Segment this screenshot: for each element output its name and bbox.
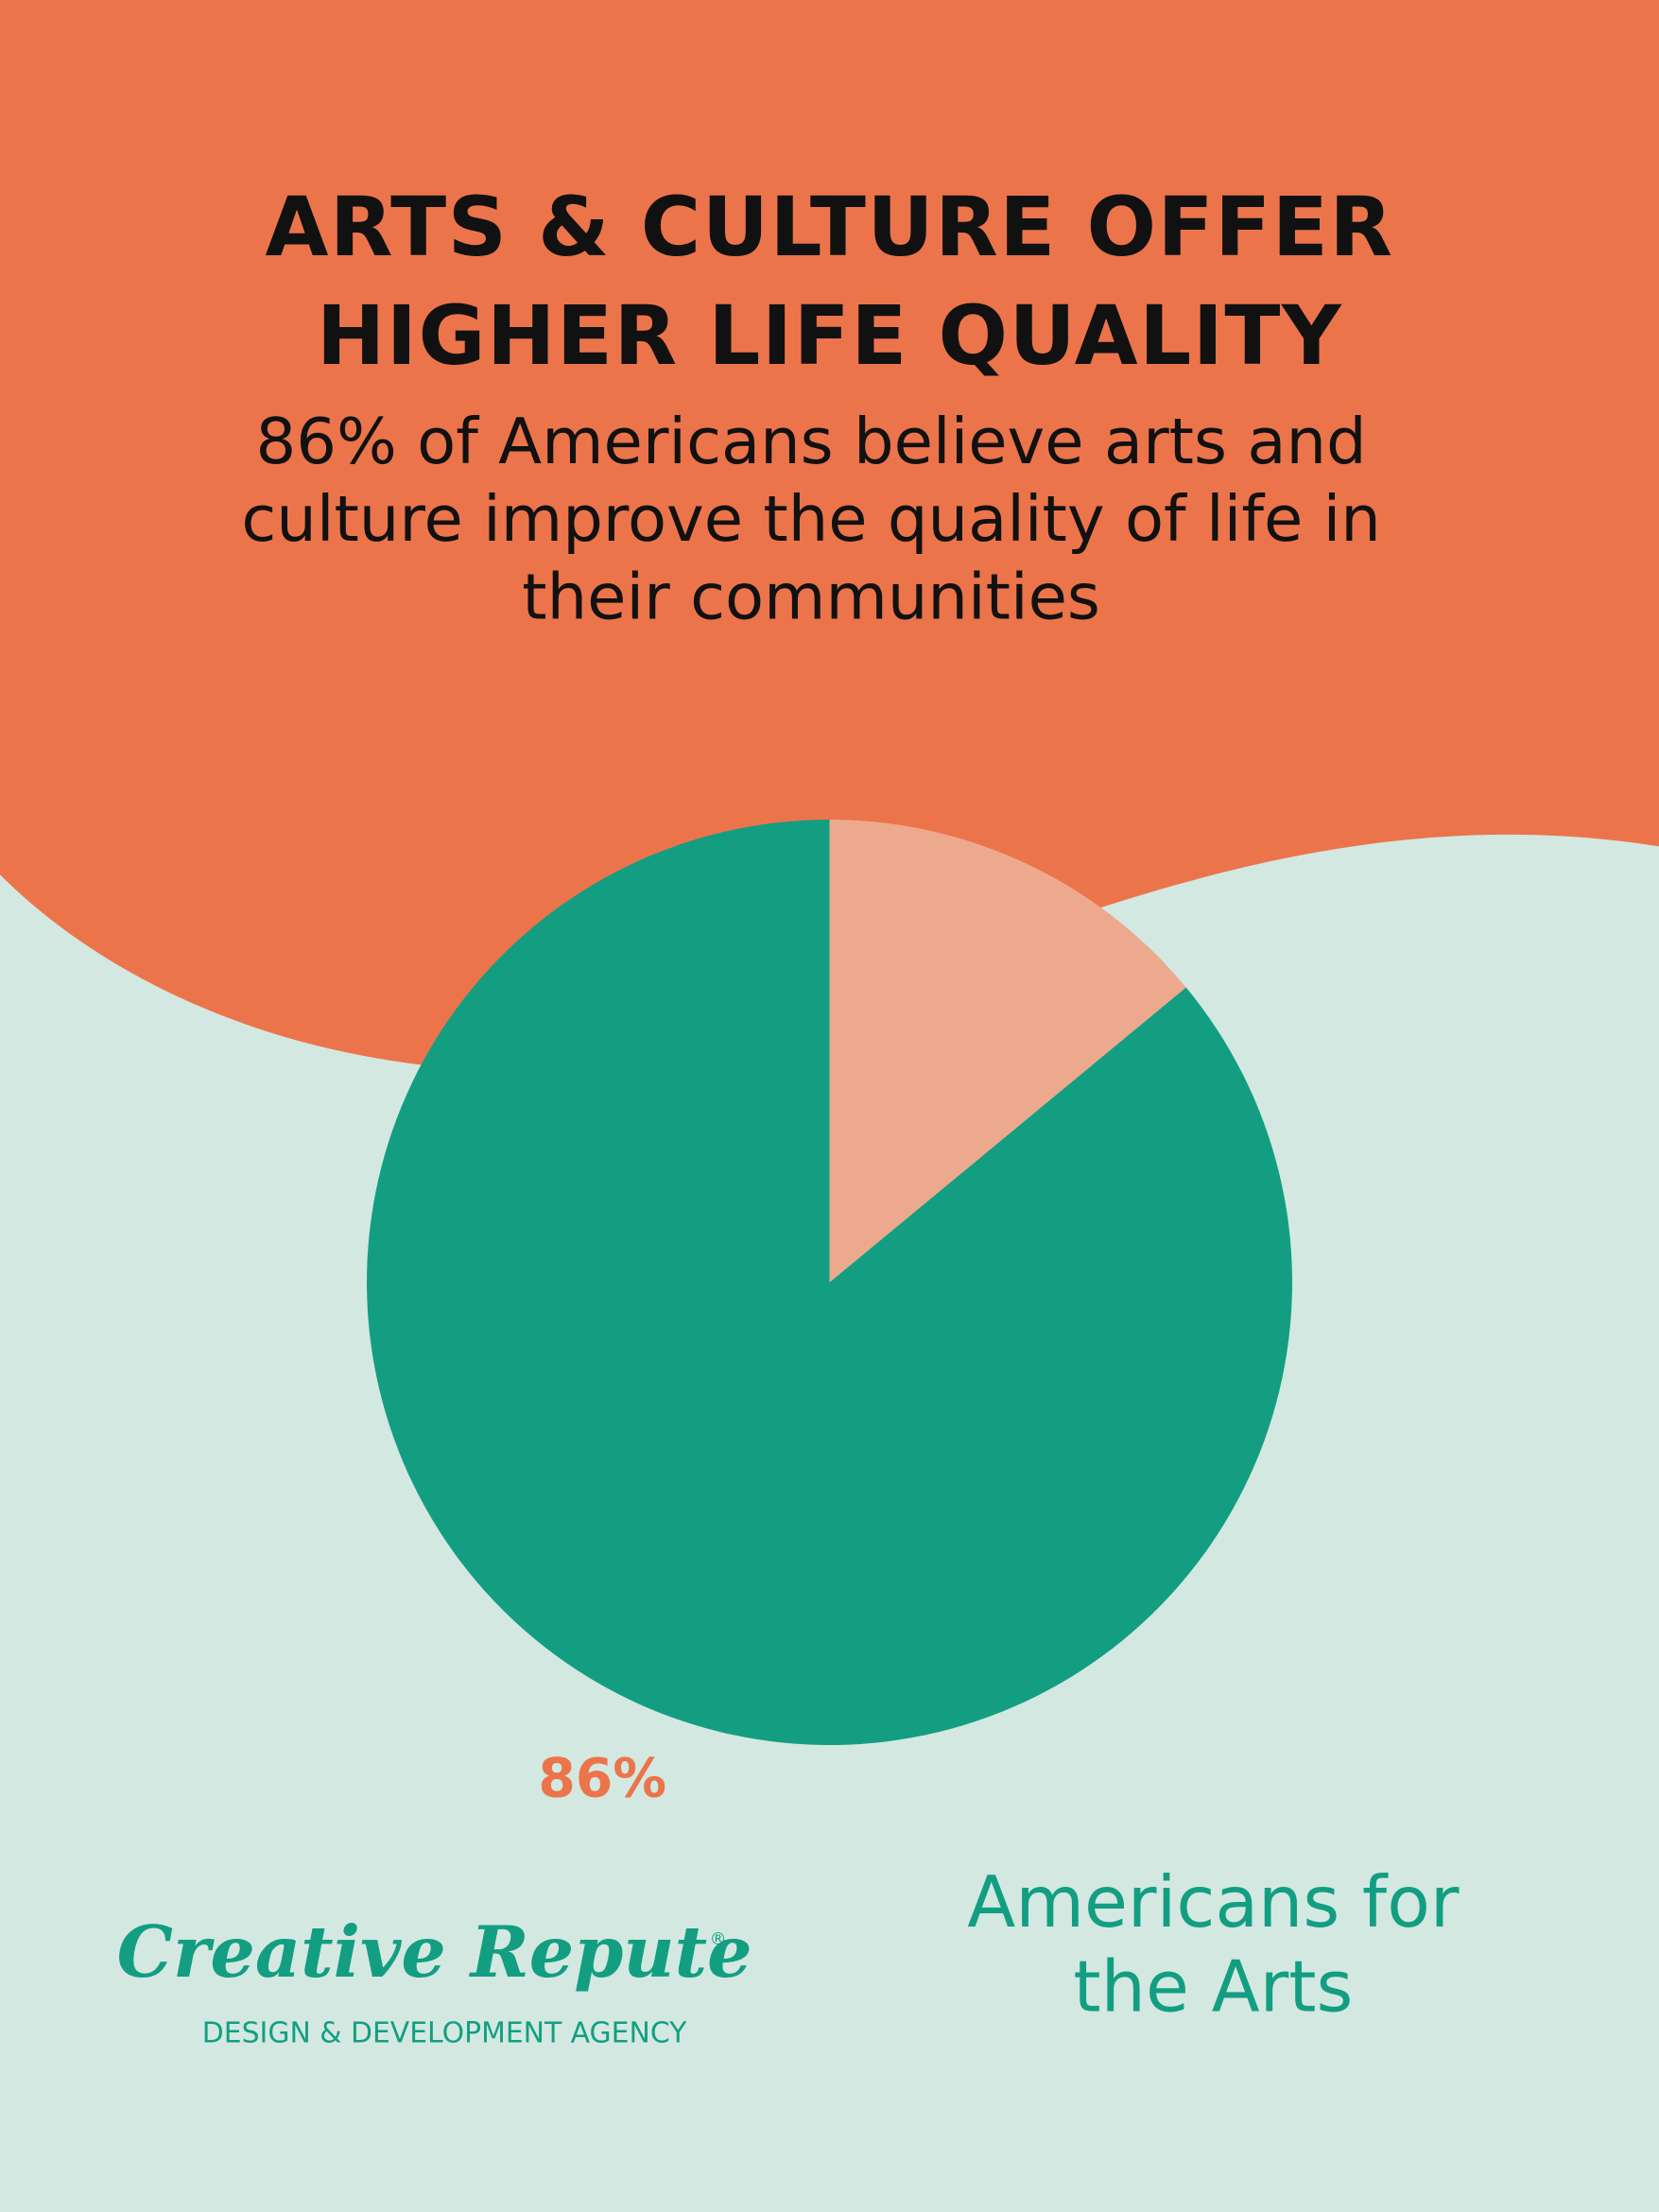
title-line: ARTS & CULTURE OFFER: [265, 181, 1393, 275]
title-line: HIGHER LIFE QUALITY: [317, 289, 1342, 384]
subtitle-line: culture improve the quality of life in: [241, 482, 1380, 556]
logo-tagline: DESIGN & DEVELOPMENT AGENCY: [202, 2016, 687, 2049]
pie-slice: [829, 820, 1186, 1283]
pie: [367, 820, 1292, 1746]
background-wave: [0, 0, 1659, 1071]
logo-name: Creative Repute: [117, 1910, 752, 1994]
value-label: 86%: [538, 1747, 666, 1809]
source-line: Americans for: [967, 1861, 1460, 1944]
subtitle-line: their communities: [522, 560, 1100, 633]
subtitle-line: 86% of Americans believe arts and: [256, 405, 1367, 478]
pie-slice: [367, 820, 1292, 1746]
logo-mark: ®: [710, 1929, 727, 1949]
source-line: the Arts: [1073, 1946, 1353, 2029]
